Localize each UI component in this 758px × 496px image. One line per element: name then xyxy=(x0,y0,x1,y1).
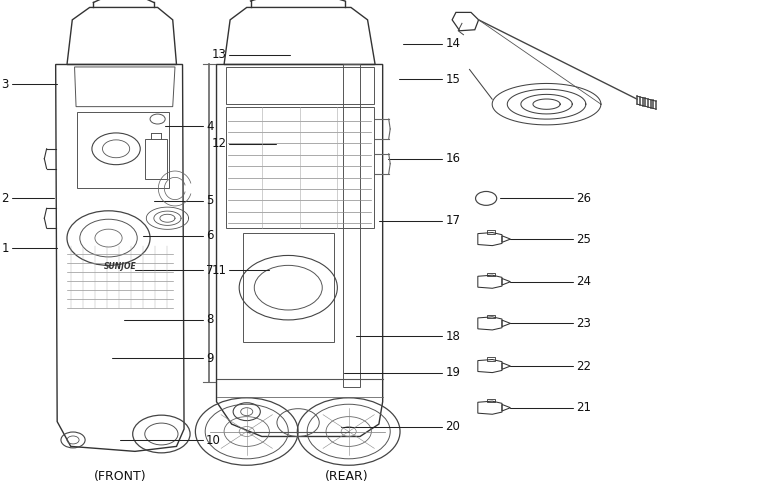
Text: 14: 14 xyxy=(446,37,460,50)
Text: 11: 11 xyxy=(211,264,227,277)
Text: 2: 2 xyxy=(2,192,9,205)
Text: 1: 1 xyxy=(2,242,9,254)
Text: 21: 21 xyxy=(576,401,591,414)
Text: 18: 18 xyxy=(446,330,460,343)
Text: 23: 23 xyxy=(576,317,591,330)
Text: 13: 13 xyxy=(211,48,227,61)
Text: 7: 7 xyxy=(206,264,214,277)
Text: 22: 22 xyxy=(576,360,591,372)
Text: 26: 26 xyxy=(576,192,591,205)
Text: SUNJOE: SUNJOE xyxy=(104,262,136,271)
Text: 9: 9 xyxy=(206,352,214,365)
Text: 3: 3 xyxy=(2,78,9,91)
Text: 20: 20 xyxy=(446,420,460,433)
Text: 19: 19 xyxy=(446,367,460,379)
Text: 12: 12 xyxy=(211,137,227,150)
Text: 16: 16 xyxy=(446,152,460,165)
Text: 17: 17 xyxy=(446,214,460,227)
Text: (REAR): (REAR) xyxy=(324,470,368,483)
Text: 25: 25 xyxy=(576,233,591,246)
Text: (FRONT): (FRONT) xyxy=(93,470,146,483)
Text: 4: 4 xyxy=(206,120,214,133)
Text: 8: 8 xyxy=(206,313,213,326)
Text: 15: 15 xyxy=(446,73,460,86)
Text: 5: 5 xyxy=(206,194,213,207)
Text: 6: 6 xyxy=(206,229,214,242)
Text: 24: 24 xyxy=(576,275,591,288)
Text: 10: 10 xyxy=(206,434,221,447)
